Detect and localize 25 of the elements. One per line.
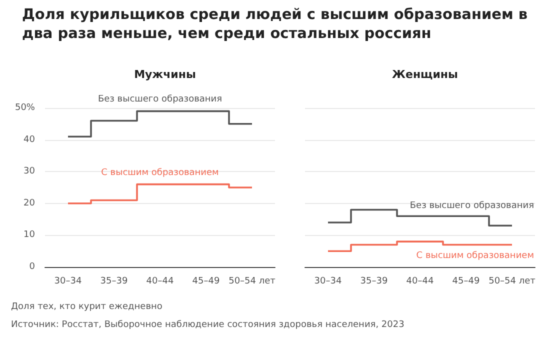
series-label: Без высшего образования <box>410 201 534 212</box>
y-tick-label: 30 <box>24 166 36 177</box>
y-tick-label: 0 <box>29 262 36 272</box>
x-tick-label: 45–49 <box>192 276 220 286</box>
series-label: С высшим образованием <box>416 251 534 262</box>
x-tick-label: 50–54 лет <box>228 276 276 286</box>
x-tick-label: 35–39 <box>360 276 388 286</box>
y-tick-label: 10 <box>24 230 36 240</box>
text: Доля тех, кто курит ежедневно <box>11 301 164 314</box>
y-tick-label: 20 <box>24 198 36 208</box>
chart-subtitle: Мужчины <box>134 68 196 81</box>
x-tick-label: 45–49 <box>452 276 480 286</box>
x-tick-label: 35–39 <box>100 276 128 286</box>
series-label: С высшим образованием <box>101 168 219 178</box>
x-tick-label: 30–34 <box>314 276 342 286</box>
chart-subtitle: Женщины <box>392 68 458 81</box>
x-tick-label: 50–54 лет <box>488 276 536 286</box>
x-tick-label: 40–44 <box>406 276 434 286</box>
y-tick-label: 50% <box>14 103 36 113</box>
y-tick-label: 40 <box>24 134 36 145</box>
x-tick-label: 40–44 <box>146 276 174 286</box>
text: Источник: Росстат, Выборочное наблюдение состояния здоровья населения, 2023 <box>11 319 404 332</box>
chart-title: Доля курильщиков среди людей с высшим образованием в два раза меньше, чем среди остальных россиян <box>22 6 529 44</box>
x-tick-label: 30–34 <box>54 276 82 286</box>
series-label: Без высшего образования <box>98 94 222 105</box>
